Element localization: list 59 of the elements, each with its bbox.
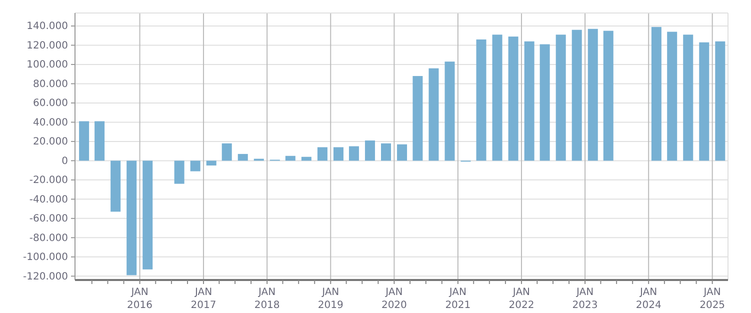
- bar: [651, 26, 662, 161]
- bar: [110, 160, 121, 212]
- bar: [301, 156, 312, 161]
- bar: [397, 144, 408, 161]
- x-tick-label: JAN 2023: [572, 287, 598, 311]
- bar: [364, 140, 375, 161]
- y-tick-label: 120.000: [26, 40, 68, 52]
- x-tick-label: JAN 2024: [636, 287, 662, 311]
- bar: [94, 121, 105, 161]
- y-tick-label: -100.000: [23, 252, 68, 264]
- bar: [412, 76, 423, 161]
- y-tick-label: 0: [62, 156, 68, 167]
- y-tick-label: -20.000: [29, 175, 68, 186]
- bar: [508, 36, 518, 161]
- bar: [572, 30, 582, 161]
- bar: [588, 28, 598, 161]
- bar: [142, 160, 153, 270]
- y-tick-label: 60.000: [33, 98, 68, 110]
- x-tick-label: JAN 2020: [381, 287, 407, 311]
- bar: [476, 39, 486, 161]
- x-tick-label: JAN 2017: [190, 287, 216, 311]
- bar: [492, 34, 502, 161]
- bar: [556, 34, 566, 161]
- bar: [381, 143, 391, 161]
- bar: [126, 160, 137, 276]
- bar: [174, 160, 184, 184]
- bar: [285, 156, 296, 161]
- x-tick-label: JAN 2021: [445, 287, 471, 311]
- bar: [715, 41, 726, 161]
- y-tick-label: 100.000: [26, 60, 68, 71]
- bar: [79, 121, 90, 161]
- x-tick-label: JAN 2022: [508, 287, 534, 311]
- bar: [206, 160, 216, 166]
- bar: [524, 41, 534, 161]
- y-tick-label: -80.000: [29, 232, 68, 244]
- bar: [238, 154, 248, 161]
- y-tick-label: -60.000: [29, 214, 68, 225]
- bar: [667, 32, 678, 161]
- bar: [190, 160, 200, 172]
- y-tick-label: -40.000: [29, 194, 68, 206]
- bar: [348, 146, 359, 161]
- bar: [683, 34, 694, 161]
- y-tick-label: -120.000: [23, 271, 68, 282]
- bar: [603, 30, 614, 161]
- bar: [699, 42, 710, 161]
- bar: [540, 44, 550, 161]
- bar: [317, 147, 328, 161]
- y-tick-label: 140.000: [26, 21, 68, 32]
- y-tick-label: 80.000: [33, 78, 68, 90]
- x-tick-label: JAN 2025: [700, 287, 726, 311]
- x-tick-label: JAN 2018: [254, 287, 280, 311]
- x-tick-label: JAN 2016: [127, 287, 153, 311]
- bar: [428, 68, 439, 161]
- bar: [333, 147, 344, 161]
- bar: [222, 143, 232, 161]
- y-tick-label: 40.000: [33, 117, 68, 128]
- y-tick-label: 20.000: [33, 136, 68, 148]
- bar: [444, 62, 455, 161]
- x-tick-label: JAN 2019: [318, 287, 344, 311]
